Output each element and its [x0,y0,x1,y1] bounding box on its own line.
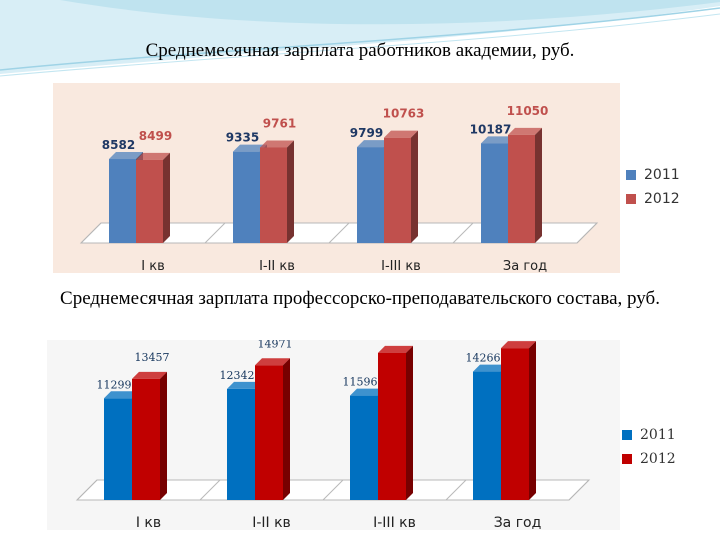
bar-top-2011-0 [109,152,143,160]
chart-1-separator [576,222,598,244]
chart-2-legend: 2011 2012 [622,423,676,471]
legend-swatch-2012 [622,454,632,464]
bar-2012-3 [501,348,529,500]
category-label-0: I кв [136,515,161,530]
legend-item-2011: 2011 [622,423,676,447]
data-label-2012-0: 13457 [135,351,170,364]
bar-top-2011-2 [357,140,391,148]
chart-2-separator [568,479,590,501]
data-label-2012-1: 14971 [258,340,293,350]
data-label-2012-2: 10763 [383,107,425,121]
chart-1-separator [80,222,102,244]
bar-side-2012-1 [283,358,290,500]
bar-top-2012-1 [260,140,294,148]
bar-2012-2 [384,137,411,243]
legend-item-2012: 2012 [626,187,680,211]
category-label-2: I-III кв [381,259,421,273]
legend-label-2012: 2012 [644,191,680,207]
decorative-wave [0,0,720,77]
bar-2011-3 [481,143,508,243]
legend-item-2012: 2012 [622,447,676,471]
bar-side-2012-3 [535,127,542,243]
chart-2-separator [322,479,344,501]
bar-top-2012-0 [136,152,170,160]
bar-top-2011-0 [104,391,139,399]
bar-top-2011-1 [233,144,267,152]
bar-2011-0 [109,159,136,243]
bar-2012-2 [378,352,406,500]
bar-top-2011-3 [481,136,515,144]
data-label-2011-0: 11299 [97,378,132,391]
data-label-2011-0: 8582 [102,138,135,152]
data-label-2011-1: 12342 [220,369,255,382]
chart-2-separator [199,479,221,501]
bar-side-2012-3 [529,341,536,500]
bar-top-2012-0 [132,371,167,379]
chart-2-separator [445,479,467,501]
data-label-2012-0: 8499 [139,129,172,143]
bar-side-2012-1 [287,140,294,243]
bar-top-2012-2 [378,345,413,353]
bar-2011-1 [227,388,255,500]
legend-swatch-2012 [626,194,636,204]
bar-side-2012-2 [411,130,418,243]
bar-top-2011-1 [227,381,262,389]
legend-swatch-2011 [622,430,632,440]
bar-2012-1 [255,365,283,500]
bar-2011-2 [350,395,378,500]
bar-2011-0 [104,398,132,500]
bar-top-2012-3 [508,127,542,135]
data-label-2012-1: 9761 [263,116,296,130]
bar-top-2011-2 [350,388,385,396]
bar-2011-1 [233,151,260,243]
data-label-2011-1: 9335 [226,131,259,145]
bar-2012-0 [132,378,160,500]
bar-side-2012-0 [163,152,170,243]
data-label-2012-3: 11050 [507,104,549,118]
data-label-2011-3: 10187 [470,122,512,136]
chart-1-legend: 2011 2012 [626,163,680,211]
bar-2012-1 [260,147,287,243]
data-label-2011-3: 14266 [466,352,501,365]
bar-2011-2 [357,147,384,243]
chart-1-separator [328,222,350,244]
chart-1-title: Среднемесячная зарплата работников акаде… [145,40,575,61]
legend-item-2011: 2011 [626,163,680,187]
category-label-2: I-III кв [373,515,416,530]
bar-side-2012-0 [160,371,167,500]
bar-side-2012-2 [406,345,413,500]
bar-2012-0 [136,159,163,243]
data-label-2011-2: 9799 [350,126,383,140]
bar-top-2012-3 [501,341,536,349]
chart-2-title: Среднемесячная зарплата профессорско-пре… [60,288,660,309]
legend-swatch-2011 [626,170,636,180]
category-label-0: I кв [141,259,164,273]
category-label-3: За год [503,259,547,273]
chart-2-separator [76,479,98,501]
bar-2011-3 [473,371,501,500]
legend-label-2012: 2012 [640,451,676,467]
bar-2012-3 [508,134,535,243]
legend-label-2011: 2011 [640,427,676,443]
category-label-3: За год [494,515,542,530]
chart-1-separator [452,222,474,244]
category-label-1: I-II кв [252,515,291,530]
bar-top-2012-1 [255,358,290,366]
chart-1-panel: 8582 8499 I кв 9335 9761 I-II кв 9799 10763 I-II… [53,83,620,274]
category-label-1: I-II кв [259,259,295,273]
data-label-2011-2: 11596 [343,376,378,389]
legend-label-2011: 2011 [644,167,680,183]
bar-top-2012-2 [384,130,418,138]
bar-top-2011-3 [473,364,508,372]
chart-1-separator [204,222,226,244]
